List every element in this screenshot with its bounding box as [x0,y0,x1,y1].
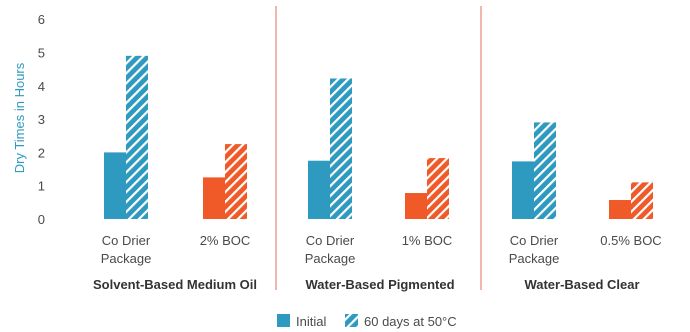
bar-initial [405,193,427,219]
category-label: 2% BOC [200,233,251,248]
legend-swatch-aged [345,314,358,327]
category-label: Co Drier [102,233,151,248]
category-label: 1% BOC [402,233,453,248]
y-axis-label: Dry Times in Hours [12,62,27,173]
y-tick-label: 0 [38,212,45,227]
bar-aged [427,158,449,219]
bar-aged [631,182,653,219]
bar-aged [534,122,556,219]
category-label: 0.5% BOC [600,233,661,248]
category-label: Co Drier [306,233,355,248]
group-label: Water-Based Clear [524,277,639,292]
y-tick-label: 2 [38,145,45,160]
y-tick-label: 6 [38,12,45,27]
group-label: Solvent-Based Medium Oil [93,277,257,292]
legend-label-aged: 60 days at 50°C [364,314,457,329]
bar-initial [203,177,225,219]
y-tick-label: 3 [38,112,45,127]
bar-initial [104,152,126,219]
y-tick-label: 1 [38,179,45,194]
y-tick-label: 5 [38,46,45,61]
category-label: Package [509,251,560,266]
bar-aged [126,55,148,219]
category-label: Package [101,251,152,266]
bar-aged [330,78,352,219]
group-label: Water-Based Pigmented [305,277,454,292]
legend: Initial 60 days at 50°C [277,314,457,329]
bar-initial [308,160,330,219]
y-tick-label: 4 [38,79,45,94]
legend-label-initial: Initial [296,314,326,329]
bar-aged [225,144,247,219]
bar-initial [609,200,631,219]
category-label: Package [305,251,356,266]
category-label: Co Drier [510,233,559,248]
legend-swatch-initial [277,314,290,327]
bar-initial [512,161,534,219]
